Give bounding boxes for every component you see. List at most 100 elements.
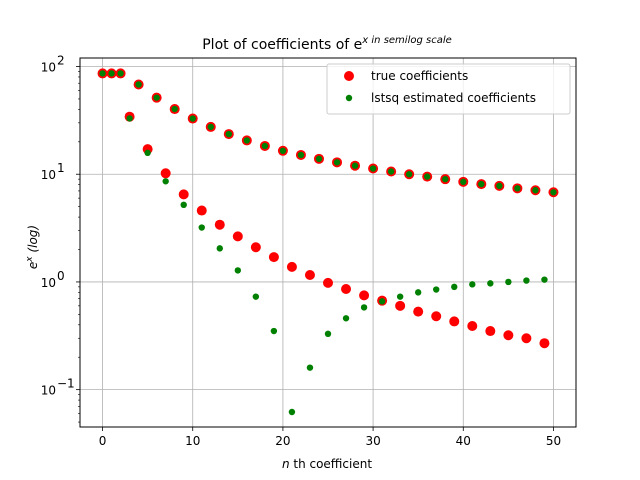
data-point <box>315 155 323 163</box>
data-point <box>324 330 332 338</box>
legend-box <box>326 63 571 115</box>
data-point <box>171 105 178 113</box>
data-point <box>198 224 205 231</box>
legend-entry: true coefficients <box>371 69 468 83</box>
y-tick-exponent: 2 <box>57 54 65 68</box>
data-point <box>387 168 395 175</box>
data-point <box>405 171 413 178</box>
chart-title: Plot of coefficients of ex in semilog sc… <box>202 35 452 53</box>
data-point <box>449 316 460 327</box>
x-tick-label: 0 <box>99 434 107 448</box>
legend-entry: lstsq estimated coefficients <box>371 91 536 105</box>
data-point <box>250 242 261 253</box>
data-point <box>442 175 449 183</box>
data-point <box>270 327 278 335</box>
data-point <box>351 162 359 169</box>
y-tick-exponent: 0 <box>57 269 65 283</box>
series-lstsq-coefficients <box>99 70 557 416</box>
data-point <box>342 315 350 322</box>
data-point <box>541 276 548 283</box>
y-tick-label: 10 <box>41 276 56 290</box>
plot-frame <box>79 57 577 428</box>
data-point <box>288 408 296 416</box>
x-tick-label: 40 <box>456 434 471 448</box>
data-point <box>153 94 160 101</box>
title-superscript: x in semilog scale <box>361 35 451 46</box>
x-label-italic: n <box>282 457 290 471</box>
data-point <box>514 185 521 192</box>
data-point <box>160 168 171 179</box>
data-point <box>414 289 422 296</box>
data-point <box>252 293 260 300</box>
data-point <box>117 70 124 77</box>
data-point <box>144 149 151 157</box>
data-point <box>478 180 485 188</box>
data-point <box>261 142 269 150</box>
data-point <box>523 277 530 284</box>
y-label-rest: (log) <box>26 225 40 256</box>
data-point <box>126 115 133 122</box>
data-point <box>162 178 169 185</box>
data-point <box>378 298 386 305</box>
data-point <box>207 123 214 131</box>
data-point <box>297 151 305 159</box>
data-point <box>360 304 368 311</box>
legend: true coefficients lstsq estimated coeffic… <box>326 63 571 115</box>
data-point <box>496 182 503 190</box>
data-point <box>214 219 225 230</box>
data-point <box>467 320 478 331</box>
data-point <box>216 245 223 252</box>
data-point <box>413 306 424 317</box>
title-main-text: Plot of coefficients of e <box>202 37 362 53</box>
y-label-base: e <box>26 262 40 269</box>
data-point <box>395 300 406 311</box>
x-tick-label: 30 <box>365 434 380 448</box>
data-point <box>243 137 251 144</box>
data-point <box>268 252 279 263</box>
data-point <box>503 330 514 341</box>
data-point <box>180 201 187 209</box>
y-tick-label: 10 <box>41 384 56 398</box>
y-tick-exponent: −1 <box>57 377 75 391</box>
data-point <box>341 283 352 294</box>
x-axis-label: n th coefficient <box>282 457 372 471</box>
data-point <box>485 326 496 337</box>
data-point <box>487 280 494 287</box>
legend-marker <box>344 71 354 81</box>
x-label-rest: th coefficient <box>290 457 373 471</box>
y-tick-exponent: 1 <box>57 161 65 175</box>
data-point <box>306 364 314 371</box>
data-point <box>189 115 196 122</box>
data-point <box>505 278 512 286</box>
data-point <box>424 173 431 180</box>
y-label-superscript: x <box>25 256 35 263</box>
data-point <box>225 130 232 138</box>
data-point <box>323 277 333 288</box>
data-point <box>178 189 189 200</box>
data-point <box>431 311 442 322</box>
data-point <box>369 165 377 172</box>
data-point <box>234 267 242 274</box>
data-point <box>286 261 297 272</box>
data-point <box>232 231 243 242</box>
data-point <box>99 70 106 77</box>
data-point <box>521 333 532 344</box>
data-point <box>532 187 539 194</box>
x-tick-label: 10 <box>185 434 200 448</box>
data-point <box>396 293 404 300</box>
data-point <box>451 283 458 291</box>
x-tick-label: 50 <box>546 434 561 448</box>
data-point <box>433 286 440 293</box>
data-point <box>550 189 557 196</box>
data-point <box>304 269 315 280</box>
data-point <box>135 81 142 88</box>
data-point <box>469 281 476 288</box>
y-tick-label: 10 <box>41 168 56 182</box>
x-tick-label: 20 <box>275 434 290 448</box>
y-tick-label: 10 <box>41 61 56 75</box>
x-axis-ticks: 0 10 20 30 40 50 <box>99 427 561 448</box>
series-layer <box>97 68 559 416</box>
data-point <box>196 205 207 216</box>
